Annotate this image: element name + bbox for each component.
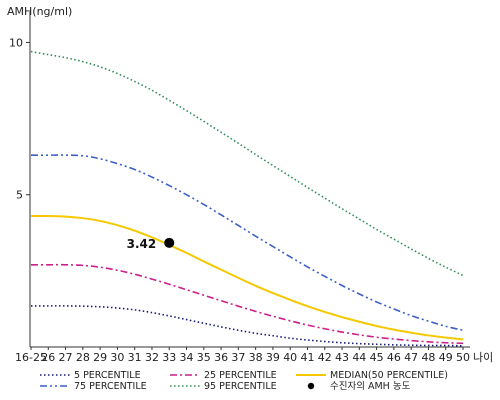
x-tick-label: 37 <box>231 351 245 364</box>
x-tick-label: 34 <box>180 351 194 364</box>
x-tick-label: 49 <box>439 351 453 364</box>
series-line-75-percentile <box>30 154 464 332</box>
y-tick-label: 10 <box>9 36 23 49</box>
x-tick-label: 44 <box>352 351 366 364</box>
legend-label: 95 PERCENTILE <box>204 381 277 392</box>
x-tick-label: 48 <box>421 351 435 364</box>
x-tick-label: 43 <box>335 351 349 364</box>
x-tick-label: 41 <box>300 351 314 364</box>
x-tick-label: 36 <box>214 351 228 364</box>
series-layer <box>30 50 464 347</box>
x-tick-label: 42 <box>318 351 332 364</box>
legend-marker-swatch <box>307 382 315 390</box>
x-tick-label: 46 <box>387 351 401 364</box>
x-tick-label: 47 <box>404 351 418 364</box>
x-tick-label: 28 <box>76 351 90 364</box>
legend-label: MEDIAN(50 PERCENTILE) <box>330 370 448 381</box>
series-line-25-percentile <box>31 263 464 345</box>
x-tick-label: 16-25 <box>15 351 47 364</box>
legend-label: 75 PERCENTILE <box>74 381 147 392</box>
x-tick-label: 45 <box>370 351 384 364</box>
x-tick-label: 32 <box>145 351 159 364</box>
x-tick-label: 29 <box>93 351 107 364</box>
series-line-median-50-percentile <box>30 215 464 341</box>
legend-label: 25 PERCENTILE <box>204 370 277 381</box>
chart-legend: 5 PERCENTILE 25 PERCENTILE MEDIAN(50 PERCE… <box>40 370 448 392</box>
x-tick-label: 33 <box>162 351 176 364</box>
y-tick-label: 5 <box>16 189 23 202</box>
x-tick-label: 27 <box>59 351 73 364</box>
series-line-95-percentile <box>30 50 464 277</box>
x-tick-label: 38 <box>249 351 263 364</box>
y-axis-label: AMH(ng/ml) <box>7 5 72 18</box>
x-tick-label: 50 <box>456 351 470 364</box>
patient-amh-value-label: 3.42 <box>127 237 157 251</box>
x-axis-label: 나이 <box>473 351 493 364</box>
x-tick-label: 26 <box>41 351 55 364</box>
marker-layer: 3.42 <box>127 237 175 251</box>
x-tick-label: 31 <box>128 351 142 364</box>
x-tick-label: 30 <box>110 351 124 364</box>
x-tick-label: 35 <box>197 351 211 364</box>
x-tick-label: 40 <box>283 351 297 364</box>
patient-amh-marker <box>164 237 175 248</box>
series-line-5-percentile <box>31 305 464 347</box>
x-tick-label: 39 <box>266 351 280 364</box>
legend-label: 수진자의 AMH 농도 <box>330 381 411 392</box>
legend-label: 5 PERCENTILE <box>74 370 141 381</box>
